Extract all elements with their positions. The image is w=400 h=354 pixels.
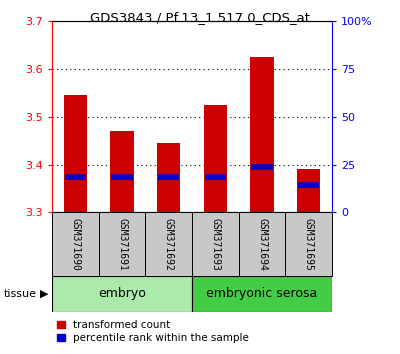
Text: GSM371695: GSM371695: [304, 218, 314, 271]
Bar: [145, 212, 192, 276]
Text: GSM371690: GSM371690: [70, 218, 80, 271]
Bar: [64, 95, 87, 212]
Bar: [204, 105, 227, 212]
Text: GSM371694: GSM371694: [257, 218, 267, 271]
Text: ▶: ▶: [40, 289, 48, 299]
Text: GSM371691: GSM371691: [117, 218, 127, 271]
Bar: [239, 212, 285, 276]
Bar: [110, 131, 134, 212]
Text: GSM371693: GSM371693: [210, 218, 220, 271]
Text: tissue: tissue: [4, 289, 37, 299]
Bar: [192, 276, 332, 312]
Bar: [285, 212, 332, 276]
Bar: [52, 276, 192, 312]
Text: GDS3843 / Pf.13_1.517.0_CDS_at: GDS3843 / Pf.13_1.517.0_CDS_at: [90, 11, 310, 24]
Bar: [99, 212, 145, 276]
Text: embryo: embryo: [98, 287, 146, 300]
Bar: [192, 212, 239, 276]
Bar: [297, 170, 320, 212]
Text: GSM371692: GSM371692: [164, 218, 174, 271]
Bar: [250, 57, 274, 212]
Text: embryonic serosa: embryonic serosa: [206, 287, 318, 300]
Bar: [52, 212, 99, 276]
Legend: transformed count, percentile rank within the sample: transformed count, percentile rank withi…: [57, 320, 249, 343]
Bar: [157, 143, 180, 212]
